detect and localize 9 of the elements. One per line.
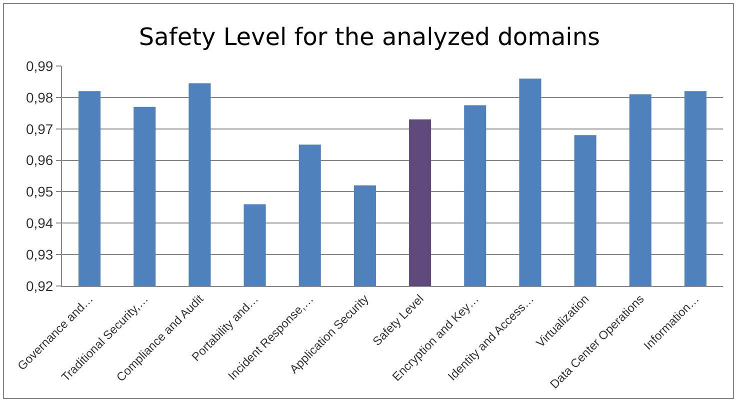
y-tick-label: 0,98 xyxy=(26,89,54,106)
y-tick-label: 0,99 xyxy=(26,58,54,74)
y-tick-label: 0,96 xyxy=(26,152,54,168)
y-tick-label: 0,95 xyxy=(26,184,54,200)
chart-title: Safety Level for the analyzed domains xyxy=(138,23,600,52)
y-tick-label: 0,93 xyxy=(26,246,54,262)
y-tick-label: 0,97 xyxy=(26,120,54,137)
y-tick-label: 0,92 xyxy=(26,278,54,294)
y-tick-label: 0,94 xyxy=(26,215,54,232)
